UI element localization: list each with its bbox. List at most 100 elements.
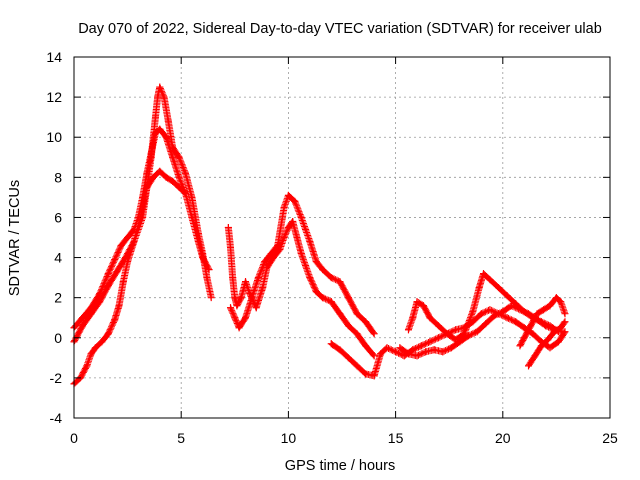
data-point xyxy=(119,278,127,286)
data-point xyxy=(154,93,162,101)
data-point xyxy=(413,352,421,360)
data-point xyxy=(280,203,288,211)
data-point xyxy=(490,312,498,320)
data-point xyxy=(537,342,545,350)
plot-frame xyxy=(73,56,611,419)
data-point xyxy=(469,308,477,316)
data-point xyxy=(486,306,494,314)
data-point xyxy=(267,250,275,258)
x-tick-label: 20 xyxy=(495,430,511,446)
data-point xyxy=(227,304,235,312)
data-point xyxy=(248,294,256,302)
data-point xyxy=(362,318,370,326)
data-point xyxy=(404,326,412,334)
data-point xyxy=(162,133,170,141)
data-point xyxy=(147,153,155,161)
series-track-e xyxy=(227,191,378,338)
data-point xyxy=(477,310,485,318)
data-point xyxy=(529,330,537,338)
data-point xyxy=(181,189,189,197)
data-point xyxy=(237,294,245,302)
data-point xyxy=(156,167,164,175)
y-tick-label: 12 xyxy=(46,89,62,105)
data-point xyxy=(537,318,545,326)
data-point xyxy=(169,177,177,185)
data-point xyxy=(557,324,565,332)
data-points xyxy=(70,83,569,388)
data-point xyxy=(344,354,352,362)
data-point xyxy=(419,302,427,310)
data-point xyxy=(231,314,239,322)
data-point xyxy=(353,310,361,318)
data-point xyxy=(413,298,421,306)
data-point xyxy=(460,330,468,338)
y-tick-label: 10 xyxy=(46,129,62,145)
data-point xyxy=(175,173,183,181)
series-track-h xyxy=(404,270,563,344)
y-tick-label: 6 xyxy=(54,209,62,225)
data-point xyxy=(306,274,314,282)
data-point xyxy=(188,193,196,201)
data-point xyxy=(104,270,112,278)
data-point xyxy=(231,294,239,302)
data-point xyxy=(495,284,503,292)
data-point xyxy=(370,372,378,380)
data-point xyxy=(79,314,87,322)
data-point xyxy=(169,143,177,151)
data-point xyxy=(531,352,539,360)
data-point xyxy=(336,346,344,354)
data-point xyxy=(452,336,460,344)
x-tick-label: 5 xyxy=(177,430,185,446)
series-track-i xyxy=(516,294,569,350)
chart-title: Day 070 of 2022, Sidereal Day-to-day VTE… xyxy=(78,21,602,37)
data-point xyxy=(130,238,138,246)
data-point xyxy=(422,348,430,356)
data-point xyxy=(242,278,250,286)
data-point xyxy=(533,310,541,318)
data-point xyxy=(516,342,524,350)
data-point xyxy=(104,282,112,290)
y-tick-label: 2 xyxy=(54,290,62,306)
data-point xyxy=(284,191,292,199)
data-point xyxy=(175,153,183,161)
data-point xyxy=(561,310,569,318)
data-point xyxy=(199,250,207,258)
data-point xyxy=(104,330,112,338)
data-point xyxy=(98,338,106,346)
data-point xyxy=(259,284,267,292)
data-point xyxy=(274,242,282,250)
data-point xyxy=(254,274,262,282)
y-axis-label: SDTVAR / TECUs xyxy=(7,180,23,296)
x-tick-label: 15 xyxy=(388,430,404,446)
data-point xyxy=(207,294,215,302)
data-point xyxy=(117,242,125,250)
data-point xyxy=(520,334,528,342)
data-point xyxy=(293,234,301,241)
data-point xyxy=(561,318,569,326)
series-track-j xyxy=(525,318,569,370)
data-point xyxy=(426,314,434,322)
data-point xyxy=(362,342,370,350)
axis-ticks: 0 5 10 15 20 25 -4 -2 0 2 4 6 8 10 12 14 xyxy=(46,49,618,446)
data-point xyxy=(336,278,344,286)
data-point xyxy=(392,348,400,356)
y-tick-label: 8 xyxy=(54,169,62,185)
data-point xyxy=(235,324,243,332)
data-point xyxy=(520,324,528,332)
data-point xyxy=(87,310,95,318)
data-point xyxy=(284,223,292,231)
data-point xyxy=(233,302,241,310)
series-track-markers xyxy=(405,270,561,344)
data-point xyxy=(383,344,391,352)
data-point xyxy=(111,316,119,324)
data-point xyxy=(297,250,305,258)
data-point xyxy=(181,169,189,177)
data-point xyxy=(302,262,310,270)
data-point xyxy=(151,113,159,121)
data-point xyxy=(319,266,327,274)
data-point xyxy=(544,336,552,344)
data-point xyxy=(546,344,554,352)
data-point xyxy=(417,342,425,350)
